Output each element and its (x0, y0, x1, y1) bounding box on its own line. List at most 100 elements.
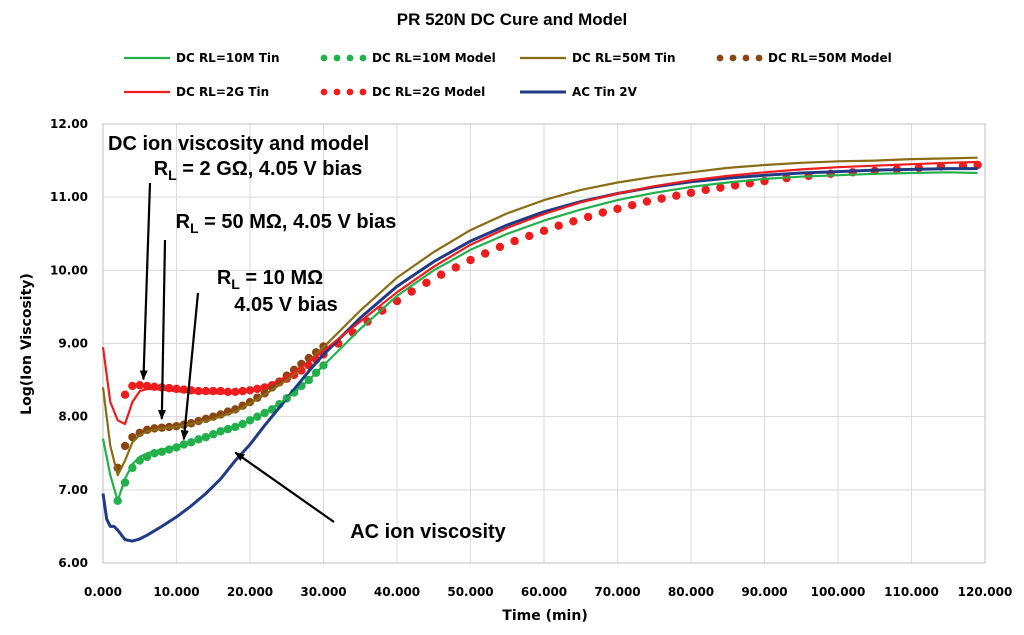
data-point (569, 217, 578, 226)
annotation-arrow (180, 292, 200, 441)
y-tick-label: 6.00 (58, 556, 88, 570)
data-point (407, 287, 416, 296)
series-line (101, 160, 978, 426)
annotation-text: 4.05 V bias (234, 294, 337, 316)
x-tick-label: 0.000 (84, 585, 122, 599)
annotation: RL = 50 MΩ, 4.05 V bias (157, 211, 397, 420)
legend-swatch-dot (716, 54, 724, 62)
data-point (613, 204, 622, 214)
y-tick-label: 10.00 (50, 263, 88, 277)
x-tick-label: 110.000 (884, 585, 939, 599)
legend-entry: DC RL=2G Tin (124, 85, 269, 99)
y-tick-label: 12.00 (50, 117, 88, 131)
data-point (481, 249, 490, 258)
data-point (451, 263, 460, 272)
legend-label: DC RL=10M Model (372, 51, 496, 65)
annotation-text: RL = 2 GΩ, 4.05 V bias (154, 158, 363, 183)
x-tick-label: 40.000 (374, 585, 420, 599)
legend-swatch-dot (359, 54, 367, 62)
legend-swatch-dot (333, 88, 341, 96)
chart-title: PR 520N DC Cure and Model (397, 10, 628, 29)
legend-label: AC Tin 2V (572, 85, 638, 99)
y-tick-label: 9.00 (58, 337, 88, 351)
data-point (539, 226, 549, 236)
data-point (120, 441, 130, 451)
data-point (194, 386, 203, 396)
data-point (554, 221, 563, 230)
y-tick-label: 7.00 (58, 483, 88, 497)
x-tick-label: 20.000 (227, 585, 273, 599)
plot-border (102, 123, 986, 564)
data-point (466, 255, 475, 265)
data-point (716, 183, 725, 192)
y-axis-ticks: 6.00 7.00 8.00 9.00 10.00 11.00 12.00 (50, 117, 88, 570)
x-axis-ticks: 0.000 10.000 20.000 30.000 40.000 50.000 60.00… (84, 585, 1012, 599)
annotations: DC ion viscosity and model RL = 2 GΩ, 4.0… (108, 133, 507, 543)
data-point (422, 278, 431, 287)
y-tick-label: 11.00 (50, 190, 88, 204)
annotation: DC ion viscosity and model RL = 2 GΩ, 4.0… (108, 133, 369, 381)
series-line (101, 171, 978, 502)
legend-entry: DC RL=2G Model (320, 85, 485, 99)
legend-label: DC RL=10M Tin (176, 51, 280, 65)
y-tick-label: 8.00 (58, 410, 88, 424)
legend-label: DC RL=2G Tin (176, 85, 269, 99)
series-dc-rl-50m-model (113, 342, 328, 473)
x-tick-label: 60.000 (521, 585, 567, 599)
legend-swatch-dot (333, 54, 341, 62)
x-tick-label: 120.000 (958, 585, 1013, 599)
x-tick-label: 80.000 (668, 585, 714, 599)
annotation-arrow (157, 239, 167, 420)
legend-swatch-dot (346, 54, 354, 62)
data-point (672, 191, 681, 200)
annotation-arrow (139, 182, 152, 381)
annotation-text: RL = 10 MΩ (217, 267, 323, 292)
data-point (628, 201, 637, 210)
data-point (657, 194, 666, 203)
legend-label: DC RL=2G Model (372, 85, 485, 99)
legend-swatch-dot (755, 54, 763, 62)
plot-area-frame (102, 123, 986, 564)
legend: DC RL=10M Tin DC RL=10M Model DC RL=50M Ti… (124, 51, 892, 99)
data-point (583, 212, 593, 222)
legend-entry: DC RL=10M Model (320, 51, 496, 65)
x-tick-label: 10.000 (153, 585, 199, 599)
data-point (495, 242, 505, 252)
series-dc-rl-50m-tin (101, 156, 978, 477)
legend-swatch-dot (729, 54, 737, 62)
legend-entry: DC RL=50M Model (716, 51, 892, 65)
grid (102, 123, 986, 564)
annotation-arrow (234, 451, 335, 523)
data-point (686, 188, 696, 197)
data-point (642, 197, 652, 206)
x-tick-label: 70.000 (594, 585, 640, 599)
legend-swatch-dot (742, 54, 750, 62)
annotation-text: RL = 50 MΩ, 4.05 V bias (176, 211, 397, 236)
x-tick-label: 50.000 (447, 585, 493, 599)
x-tick-label: 90.000 (741, 585, 787, 599)
series-line (101, 167, 978, 543)
data-point (223, 387, 233, 396)
annotation-text: AC ion viscosity (350, 521, 506, 543)
data-point (525, 231, 534, 241)
data-point (701, 185, 710, 195)
x-tick-label: 30.000 (300, 585, 346, 599)
data-point (135, 381, 144, 390)
legend-swatch-dot (320, 54, 328, 62)
legend-label: DC RL=50M Model (768, 51, 892, 65)
data-point (128, 381, 137, 391)
legend-entry: AC Tin 2V (520, 85, 638, 99)
x-axis-label: Time (min) (502, 608, 587, 624)
annotation: AC ion viscosity (234, 451, 507, 543)
legend-swatch-dot (346, 88, 354, 96)
series-line (101, 156, 978, 477)
data-point (598, 208, 607, 217)
x-tick-label: 100.000 (811, 585, 866, 599)
legend-swatch-dot (320, 88, 328, 96)
legend-swatch-dot (359, 88, 367, 96)
data-point (120, 390, 130, 399)
series-layer (101, 156, 982, 543)
data-point (510, 236, 519, 246)
data-point (436, 270, 446, 279)
